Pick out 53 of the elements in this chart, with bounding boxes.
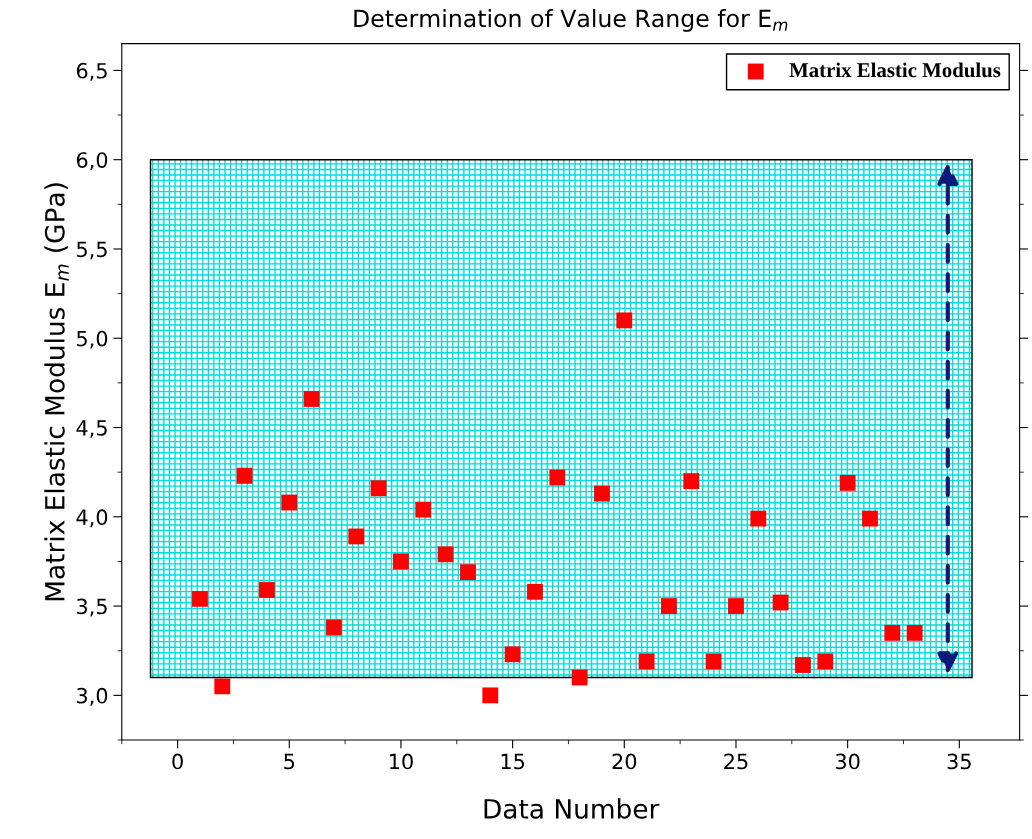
point bbox=[906, 624, 923, 641]
point bbox=[281, 494, 298, 511]
x-tick-label: 5 bbox=[284, 753, 295, 770]
x-tick-label: 25 bbox=[724, 753, 748, 770]
point bbox=[683, 473, 700, 490]
x-axis-title: Data Number bbox=[484, 798, 660, 819]
y-tick-label: 3,5 bbox=[77, 598, 107, 617]
point bbox=[772, 594, 789, 611]
y-tick-label: 6,5 bbox=[76, 62, 107, 81]
y-tick-label: 4,5 bbox=[76, 420, 107, 438]
point bbox=[460, 564, 476, 581]
point bbox=[326, 619, 342, 636]
y-tick-label: 5,0 bbox=[77, 330, 108, 349]
chart-title: Determination of Value Range for E$_{m}$ bbox=[354, 9, 788, 32]
x-tick-label: 30 bbox=[835, 753, 860, 770]
point bbox=[415, 501, 432, 518]
point bbox=[616, 312, 633, 329]
y-tick-label: 3,0 bbox=[77, 687, 108, 706]
point bbox=[661, 598, 677, 614]
y-tick-label: 5,5 bbox=[77, 241, 107, 260]
x-tick-label: 15 bbox=[501, 753, 525, 770]
point bbox=[705, 653, 722, 670]
point bbox=[437, 546, 454, 563]
y-axis-title: Matrix Elastic Modulus E$_{m}$ (GPa) bbox=[44, 183, 69, 601]
point bbox=[303, 391, 320, 407]
legend-label: Matrix Elastic Modulus bbox=[789, 62, 1001, 78]
point bbox=[839, 474, 856, 491]
x-tick-label: 35 bbox=[947, 753, 971, 770]
point bbox=[393, 553, 409, 570]
x-tick-label: 0 bbox=[172, 753, 183, 770]
point bbox=[348, 528, 365, 545]
point bbox=[728, 598, 744, 614]
y-tick-label: 6,0 bbox=[76, 152, 108, 171]
point bbox=[192, 591, 208, 607]
point bbox=[750, 510, 767, 527]
point bbox=[504, 646, 521, 663]
point bbox=[482, 687, 499, 704]
point bbox=[795, 657, 811, 673]
point bbox=[214, 678, 231, 695]
point bbox=[638, 653, 655, 670]
x-tick-label: 10 bbox=[389, 753, 413, 770]
point bbox=[549, 469, 566, 486]
point bbox=[884, 624, 901, 641]
point bbox=[594, 485, 610, 502]
point bbox=[862, 510, 878, 527]
point bbox=[236, 467, 253, 484]
point bbox=[370, 480, 387, 497]
point bbox=[527, 583, 543, 600]
point bbox=[571, 669, 588, 686]
y-tick-label: 4,0 bbox=[76, 509, 108, 528]
x-tick-label: 20 bbox=[612, 753, 637, 770]
point bbox=[259, 582, 275, 598]
point bbox=[817, 653, 834, 670]
